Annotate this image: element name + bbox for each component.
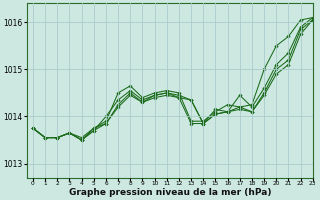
X-axis label: Graphe pression niveau de la mer (hPa): Graphe pression niveau de la mer (hPa) [68,188,271,197]
